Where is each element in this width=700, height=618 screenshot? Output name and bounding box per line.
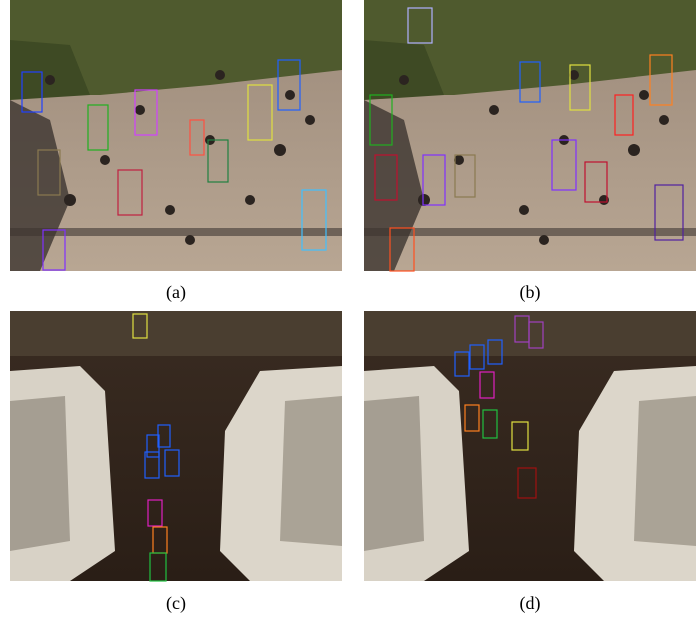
caption: (d) — [520, 593, 541, 614]
caption: (b) — [520, 282, 541, 303]
panel-c — [10, 311, 342, 582]
panel-a — [10, 0, 342, 271]
panel-d — [364, 311, 696, 581]
caption: (c) — [166, 593, 186, 614]
panel-b — [364, 0, 696, 272]
caption: (a) — [166, 282, 186, 303]
